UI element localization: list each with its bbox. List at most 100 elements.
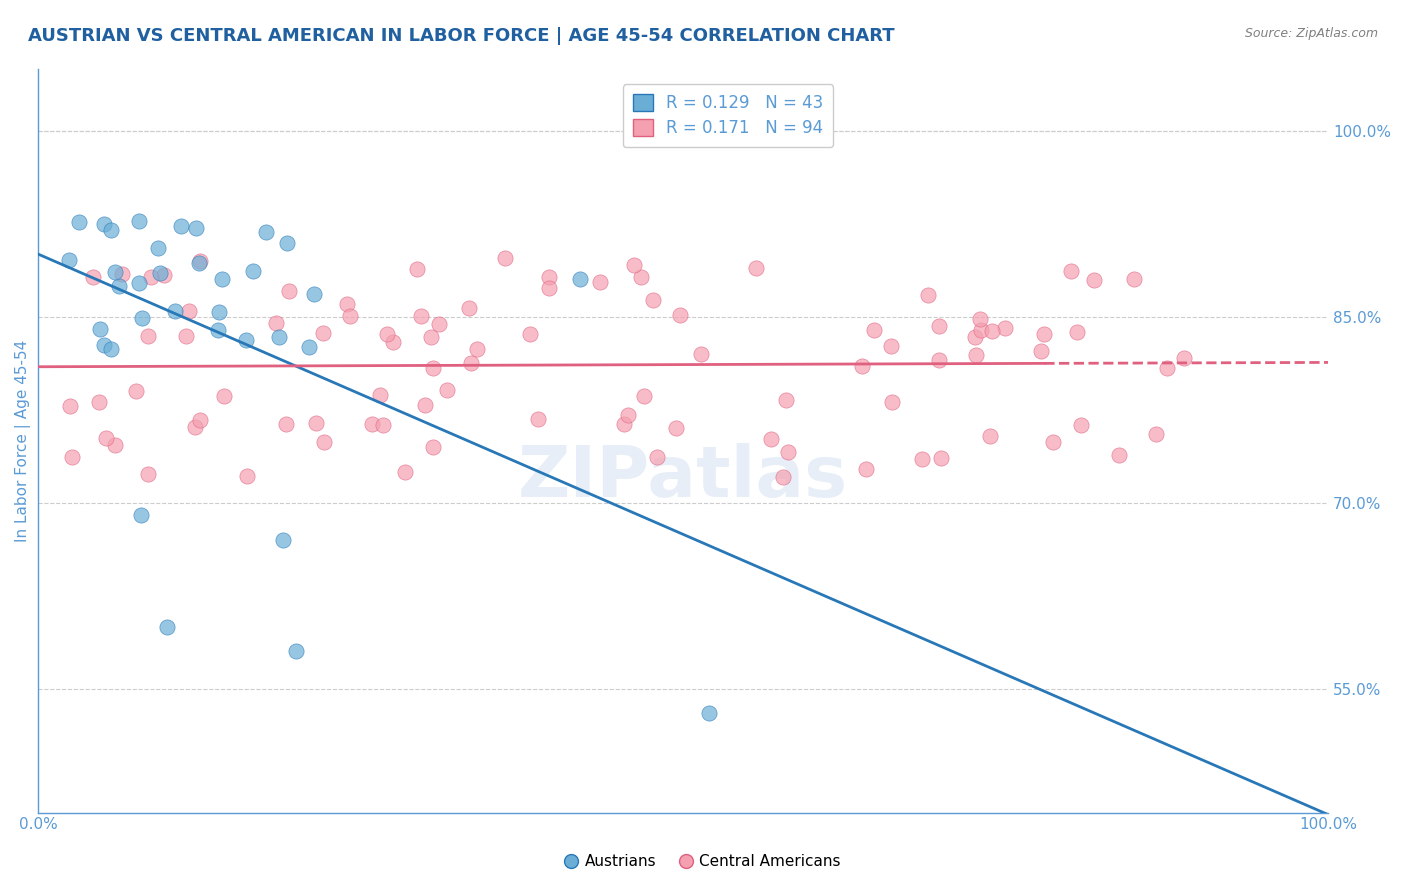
Point xyxy=(156,619,179,633)
Point xyxy=(776,445,799,459)
Point xyxy=(623,258,645,272)
Point xyxy=(775,392,797,407)
Point xyxy=(368,388,391,402)
Point xyxy=(1032,326,1054,341)
Point xyxy=(212,389,235,403)
Point xyxy=(148,241,170,255)
Point xyxy=(697,706,720,721)
Point xyxy=(125,384,148,399)
Point xyxy=(1060,264,1083,278)
Point xyxy=(136,467,159,481)
Y-axis label: In Labor Force | Age 45-54: In Labor Force | Age 45-54 xyxy=(15,339,31,541)
Point xyxy=(405,261,427,276)
Point xyxy=(1108,448,1130,462)
Point xyxy=(271,533,294,547)
Point xyxy=(494,251,516,265)
Point xyxy=(965,348,987,362)
Point xyxy=(131,311,153,326)
Point xyxy=(188,253,211,268)
Point xyxy=(745,260,768,275)
Point xyxy=(981,324,1004,338)
Point xyxy=(994,320,1017,334)
Point xyxy=(633,389,655,403)
Point xyxy=(538,270,561,285)
Text: AUSTRIAN VS CENTRAL AMERICAN IN LABOR FORCE | AGE 45-54 CORRELATION CHART: AUSTRIAN VS CENTRAL AMERICAN IN LABOR FO… xyxy=(28,27,894,45)
Point xyxy=(429,317,451,331)
Point xyxy=(460,356,482,370)
Point xyxy=(89,395,111,409)
Point xyxy=(276,236,298,251)
Point xyxy=(267,330,290,344)
Point xyxy=(67,215,90,229)
Point xyxy=(339,310,361,324)
Point xyxy=(1070,417,1092,432)
Point xyxy=(422,361,444,376)
Point xyxy=(457,301,479,315)
Point xyxy=(302,286,325,301)
Point xyxy=(298,340,321,354)
Point xyxy=(381,335,404,350)
Point xyxy=(910,452,932,467)
Point xyxy=(917,288,939,302)
Text: Source: ZipAtlas.com: Source: ZipAtlas.com xyxy=(1244,27,1378,40)
Point xyxy=(1029,343,1052,358)
Point xyxy=(128,276,150,290)
Point xyxy=(170,219,193,233)
Point xyxy=(285,644,308,658)
Point xyxy=(970,323,993,337)
Point xyxy=(278,285,301,299)
Point xyxy=(929,450,952,465)
Point xyxy=(184,420,207,434)
Point xyxy=(58,253,80,268)
Point xyxy=(465,342,488,356)
Text: ZIPatlas: ZIPatlas xyxy=(517,443,848,512)
Point xyxy=(177,304,200,318)
Point xyxy=(236,468,259,483)
Point xyxy=(526,411,548,425)
Point xyxy=(613,417,636,431)
Point xyxy=(211,272,233,286)
Point xyxy=(129,508,152,522)
Point xyxy=(93,217,115,231)
Point xyxy=(107,279,129,293)
Point xyxy=(665,420,688,434)
Point xyxy=(312,434,335,449)
Point xyxy=(207,323,229,337)
Point xyxy=(928,352,950,367)
Point xyxy=(1146,427,1168,442)
Point xyxy=(89,321,111,335)
Point xyxy=(242,264,264,278)
Point xyxy=(254,225,277,239)
Point xyxy=(235,334,257,348)
Point xyxy=(669,308,692,322)
Point xyxy=(568,272,591,286)
Point xyxy=(855,461,877,475)
Point xyxy=(641,293,664,308)
Point xyxy=(153,268,176,282)
Point xyxy=(93,338,115,352)
Point xyxy=(979,429,1001,443)
Point xyxy=(100,223,122,237)
Point xyxy=(264,316,287,330)
Point xyxy=(690,347,713,361)
Point xyxy=(409,309,432,323)
Point xyxy=(336,296,359,310)
Point xyxy=(880,339,903,353)
Point xyxy=(882,394,904,409)
Point xyxy=(1173,351,1195,366)
Point xyxy=(276,417,298,432)
Point xyxy=(1156,360,1178,375)
Point xyxy=(1042,434,1064,449)
Point xyxy=(311,326,333,340)
Point xyxy=(413,398,436,412)
Point xyxy=(305,417,328,431)
Point xyxy=(851,359,873,373)
Point xyxy=(419,330,441,344)
Point xyxy=(128,214,150,228)
Point xyxy=(928,319,950,334)
Point xyxy=(617,408,640,422)
Point xyxy=(969,311,991,326)
Point xyxy=(371,417,394,432)
Point xyxy=(394,465,416,479)
Point xyxy=(1083,273,1105,287)
